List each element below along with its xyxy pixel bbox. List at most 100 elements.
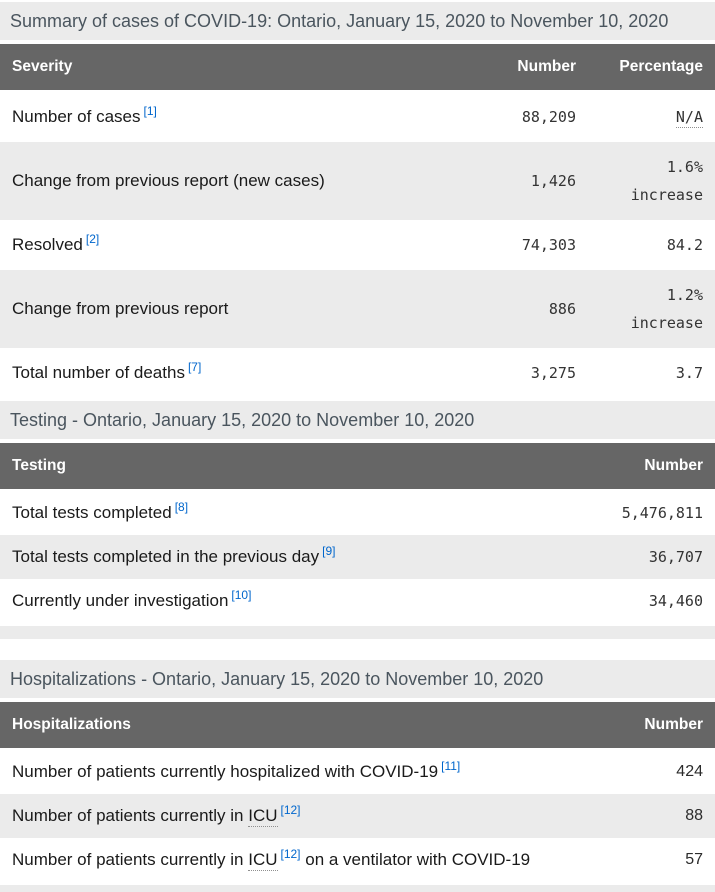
footnote-ref: [12] — [278, 846, 301, 862]
table-caption: Hospitalizations - Ontario, January 15, … — [0, 660, 715, 698]
footnote-link[interactable]: [2] — [85, 232, 100, 247]
footnote-ref: [8] — [172, 499, 188, 515]
footnote-ref: [9] — [319, 543, 335, 559]
row-label-cell: Number of cases [1] — [0, 91, 473, 142]
column-header-hospitalizations: Hospitalizations — [0, 702, 588, 750]
row-label-cell: Total tests completed [8] — [0, 490, 588, 535]
footnote-link[interactable]: [12] — [280, 847, 301, 862]
table-row: Total tests completed in the previous da… — [0, 535, 715, 579]
header-row: Severity Number Percentage — [0, 44, 715, 92]
cell-text: Number of patients currently hospitalize… — [12, 762, 439, 781]
row-label-cell: Number of patients currently in ICU [12] — [0, 794, 588, 838]
column-header-testing: Testing — [0, 443, 588, 491]
summary-table: Severity Number Percentage Number of cases[… — [0, 44, 715, 398]
footnote-link[interactable]: [8] — [174, 500, 189, 515]
row-label-cell: Resolved [2] — [0, 220, 473, 270]
footnote-link[interactable]: [11] — [441, 759, 461, 774]
column-header-number: Number — [588, 443, 715, 491]
cell-text: Number of cases — [12, 107, 141, 126]
footnote-ref: [12] — [278, 802, 301, 818]
cell-text: Change from previous report (new cases) — [12, 171, 325, 190]
abbreviation: ICU — [248, 806, 278, 827]
table-row: Total number of deaths [7] 3,275 3.7 — [0, 348, 715, 398]
cell-text: 3.7 — [675, 364, 703, 382]
column-header-number: Number — [473, 44, 588, 92]
footnote-link[interactable]: [10] — [231, 588, 252, 603]
table-row: Number of patients currently in ICU [12] … — [0, 838, 715, 882]
footnote-ref: [10] — [228, 587, 251, 603]
row-label-cell: Number of patients currently hospitalize… — [0, 749, 588, 794]
table-row: Resolved [2] 74,303 84.2 — [0, 220, 715, 270]
row-number-cell: 3,275 — [530, 364, 576, 382]
testing-section: Testing - Ontario, January 15, 2020 to N… — [0, 401, 715, 639]
table-body: Total tests completed [8] 5,476,811 Total t… — [0, 490, 715, 623]
cell-text: Total tests completed in the previous da… — [12, 547, 320, 566]
table-caption: Testing - Ontario, January 15, 2020 to N… — [0, 401, 715, 439]
row-label-cell: Currently under investigation [10] — [0, 579, 588, 623]
table-row: Number of patients currently in ICU [12] 8… — [0, 794, 715, 838]
table-row: Total tests completed [8] 5,476,811 — [0, 490, 715, 535]
footnote-ref: [7] — [185, 359, 201, 375]
cell-text: Currently under investigation — [12, 591, 229, 610]
table-row: Currently under investigation [10] 34,460 — [0, 579, 715, 623]
row-number-cell: 886 — [548, 300, 576, 318]
row-number-cell: 74,303 — [521, 236, 576, 254]
row-percentage-cell: N/A — [588, 91, 715, 142]
row-number-cell: 5,476,811 — [621, 504, 703, 522]
cell-text: on a ventilator with COVID-19 — [300, 850, 531, 869]
table-body: Number of patients currently hospitalize… — [0, 749, 715, 882]
footnote-ref: [1] — [141, 103, 157, 119]
abbreviation: N/A — [675, 108, 703, 128]
row-number-cell: 36,707 — [648, 548, 703, 566]
row-label-cell: Total tests completed in the previous da… — [0, 535, 588, 579]
row-number-cell: 57 — [685, 851, 703, 868]
cell-text: Total number of deaths — [12, 363, 185, 382]
footnote-link[interactable]: [9] — [322, 544, 336, 559]
row-label-cell: Number of patients currently in ICU [12] … — [0, 838, 588, 882]
row-percentage-cell: 1.6% increase — [588, 142, 715, 220]
table-row: Change from previous report 886 1.2% increa… — [0, 270, 715, 348]
column-header-percentage: Percentage — [588, 44, 715, 92]
footnote-link[interactable]: [12] — [280, 803, 301, 818]
header-row: Testing Number — [0, 443, 715, 491]
row-label-cell: Change from previous report — [0, 270, 473, 348]
footnote-ref: [11] — [438, 758, 460, 774]
column-header-severity: Severity — [0, 44, 473, 92]
table-row: Change from previous report (new cases) 1… — [0, 142, 715, 220]
header-row: Hospitalizations Number — [0, 702, 715, 750]
row-number-cell: 88,209 — [521, 108, 576, 126]
cell-text: Resolved — [12, 235, 83, 254]
table-body: Number of cases [1] 88,209 N/A Change from p… — [0, 91, 715, 398]
next-row-edge-strip — [0, 626, 715, 639]
testing-table: Testing Number Total tests completed [8] 5,4… — [0, 443, 715, 623]
table-caption: Summary of cases of COVID-19: Ontario, J… — [0, 2, 715, 40]
footnote-ref: [2] — [83, 231, 99, 247]
hospitalizations-table: Hospitalizations Number Number of patients… — [0, 702, 715, 882]
cell-text: 84.2 — [666, 236, 703, 254]
hospitalizations-section: Hospitalizations - Ontario, January 15, … — [0, 660, 715, 892]
cell-text: Total tests completed — [12, 503, 172, 522]
column-header-number: Number — [588, 702, 715, 750]
table-header: Testing Number — [0, 443, 715, 491]
footnote-link[interactable]: [1] — [143, 104, 157, 119]
table-header: Hospitalizations Number — [0, 702, 715, 750]
table-row: Number of patients currently hospitalize… — [0, 749, 715, 794]
row-number-cell: 34,460 — [648, 592, 703, 610]
abbreviation: ICU — [248, 850, 278, 871]
cell-text: Change from previous report — [12, 299, 229, 318]
row-percentage-cell: 1.2% increase — [588, 270, 715, 348]
row-percentage-cell: 3.7 — [588, 348, 715, 398]
cell-text: increase — [630, 314, 703, 332]
table-row: Number of cases [1] 88,209 N/A — [0, 91, 715, 142]
row-number-cell: 1,426 — [530, 172, 576, 190]
summary-section: Summary of cases of COVID-19: Ontario, J… — [0, 2, 715, 398]
next-row-edge-strip — [0, 885, 715, 892]
cell-text: 1.6% — [666, 158, 703, 176]
row-number-cell: 88 — [685, 807, 703, 824]
footnote-link[interactable]: [7] — [187, 360, 202, 375]
table-header: Severity Number Percentage — [0, 44, 715, 92]
row-percentage-cell: 84.2 — [588, 220, 715, 270]
row-label-cell: Total number of deaths [7] — [0, 348, 473, 398]
cell-text: increase — [630, 186, 703, 204]
